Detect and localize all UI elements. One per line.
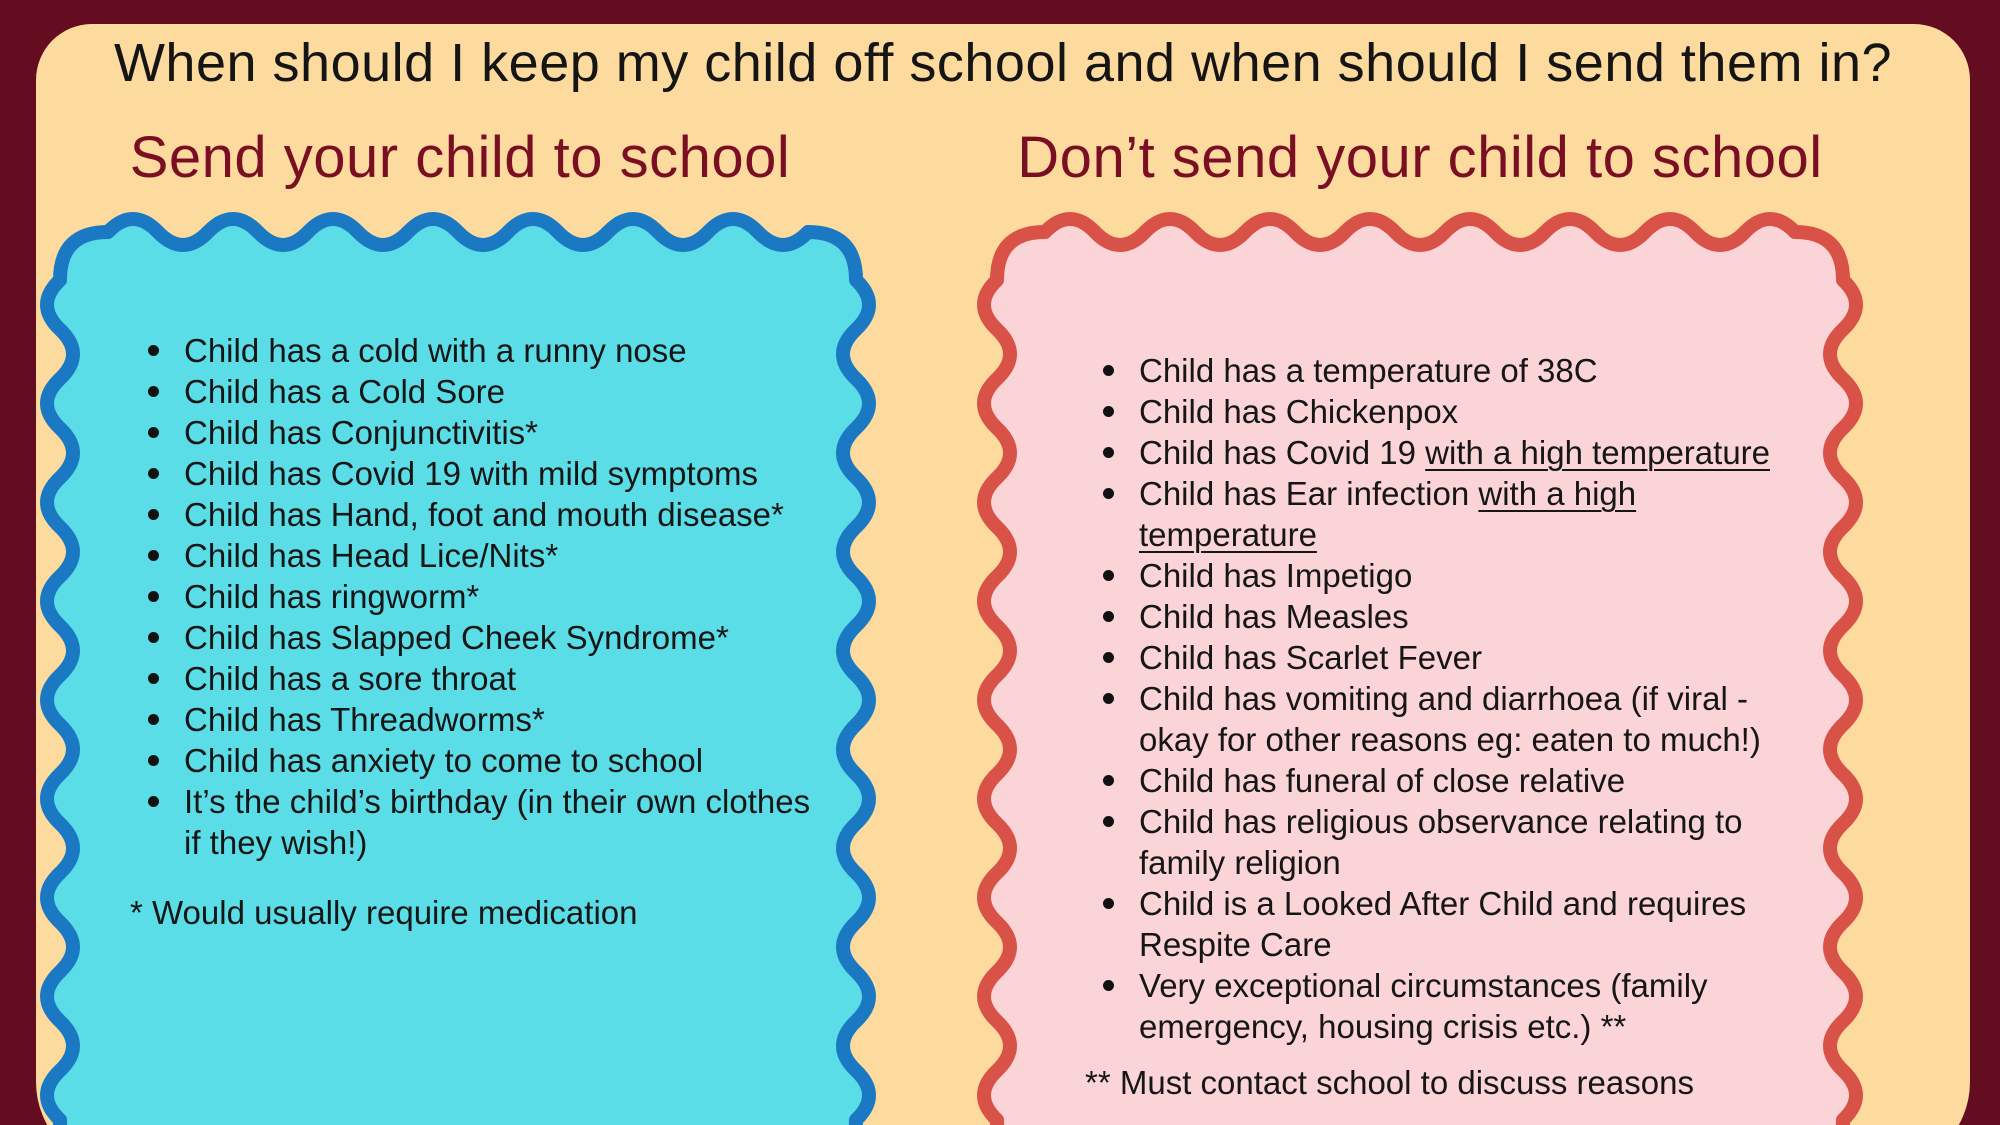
list-item: Child has Measles	[1095, 596, 1825, 637]
page-title: When should I keep my child off school a…	[113, 33, 1893, 93]
list-item: Child has Hand, foot and mouth disease*	[140, 494, 860, 535]
list-item: It’s the child’s birthday (in their own …	[140, 781, 860, 863]
dont-send-list: Child has a temperature of 38C Child has …	[1095, 350, 1825, 1047]
list-item: Child has Conjunctivitis*	[140, 412, 860, 453]
list-item: Child has Chickenpox	[1095, 391, 1825, 432]
dont-send-column-heading: Don’t send your child to school	[1017, 125, 1823, 190]
list-item: Child has a temperature of 38C	[1095, 350, 1825, 391]
list-item: Child has a Cold Sore	[140, 371, 860, 412]
dont-send-footnote: ** Must contact school to discuss reason…	[1085, 1064, 1694, 1101]
list-item: Child has religious observance relating …	[1095, 801, 1825, 883]
list-item: Child has a sore throat	[140, 658, 860, 699]
send-column-heading: Send your child to school	[129, 125, 791, 190]
list-item: Child has Covid 19 with mild symptoms	[140, 453, 860, 494]
list-item: Very exceptional circumstances (family e…	[1095, 965, 1825, 1047]
list-item: Child has funeral of close relative	[1095, 760, 1825, 801]
list-item: Child has Threadworms*	[140, 699, 860, 740]
list-item: Child has Scarlet Fever	[1095, 637, 1825, 678]
list-item: Child has ringworm*	[140, 576, 860, 617]
send-box-wavy-border	[40, 212, 876, 1125]
list-item: Child has anxiety to come to school	[140, 740, 860, 781]
list-item: Child has Head Lice/Nits*	[140, 535, 860, 576]
list-item: Child has vomiting and diarrhoea (if vir…	[1095, 678, 1825, 760]
list-item: Child is a Looked After Child and requir…	[1095, 883, 1825, 965]
list-item: Child has a cold with a runny nose	[140, 330, 860, 371]
list-item: Child has Ear infection with a high temp…	[1095, 473, 1825, 555]
dont-send-box-wavy-border	[977, 212, 1863, 1125]
send-list: Child has a cold with a runny nose Child …	[140, 330, 860, 863]
list-item: Child has Impetigo	[1095, 555, 1825, 596]
list-item: Child has Covid 19 with a high temperatu…	[1095, 432, 1825, 473]
send-footnote: * Would usually require medication	[130, 894, 638, 931]
list-item: Child has Slapped Cheek Syndrome*	[140, 617, 860, 658]
